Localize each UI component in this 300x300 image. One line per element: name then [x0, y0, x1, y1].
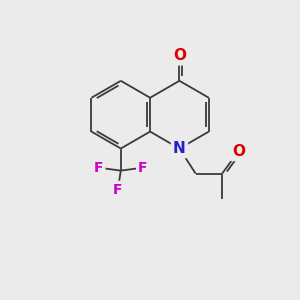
Text: O: O [232, 144, 245, 159]
Text: N: N [173, 141, 186, 156]
Text: F: F [94, 161, 104, 175]
Text: F: F [113, 183, 123, 197]
Text: O: O [173, 48, 186, 63]
Text: F: F [138, 161, 148, 175]
